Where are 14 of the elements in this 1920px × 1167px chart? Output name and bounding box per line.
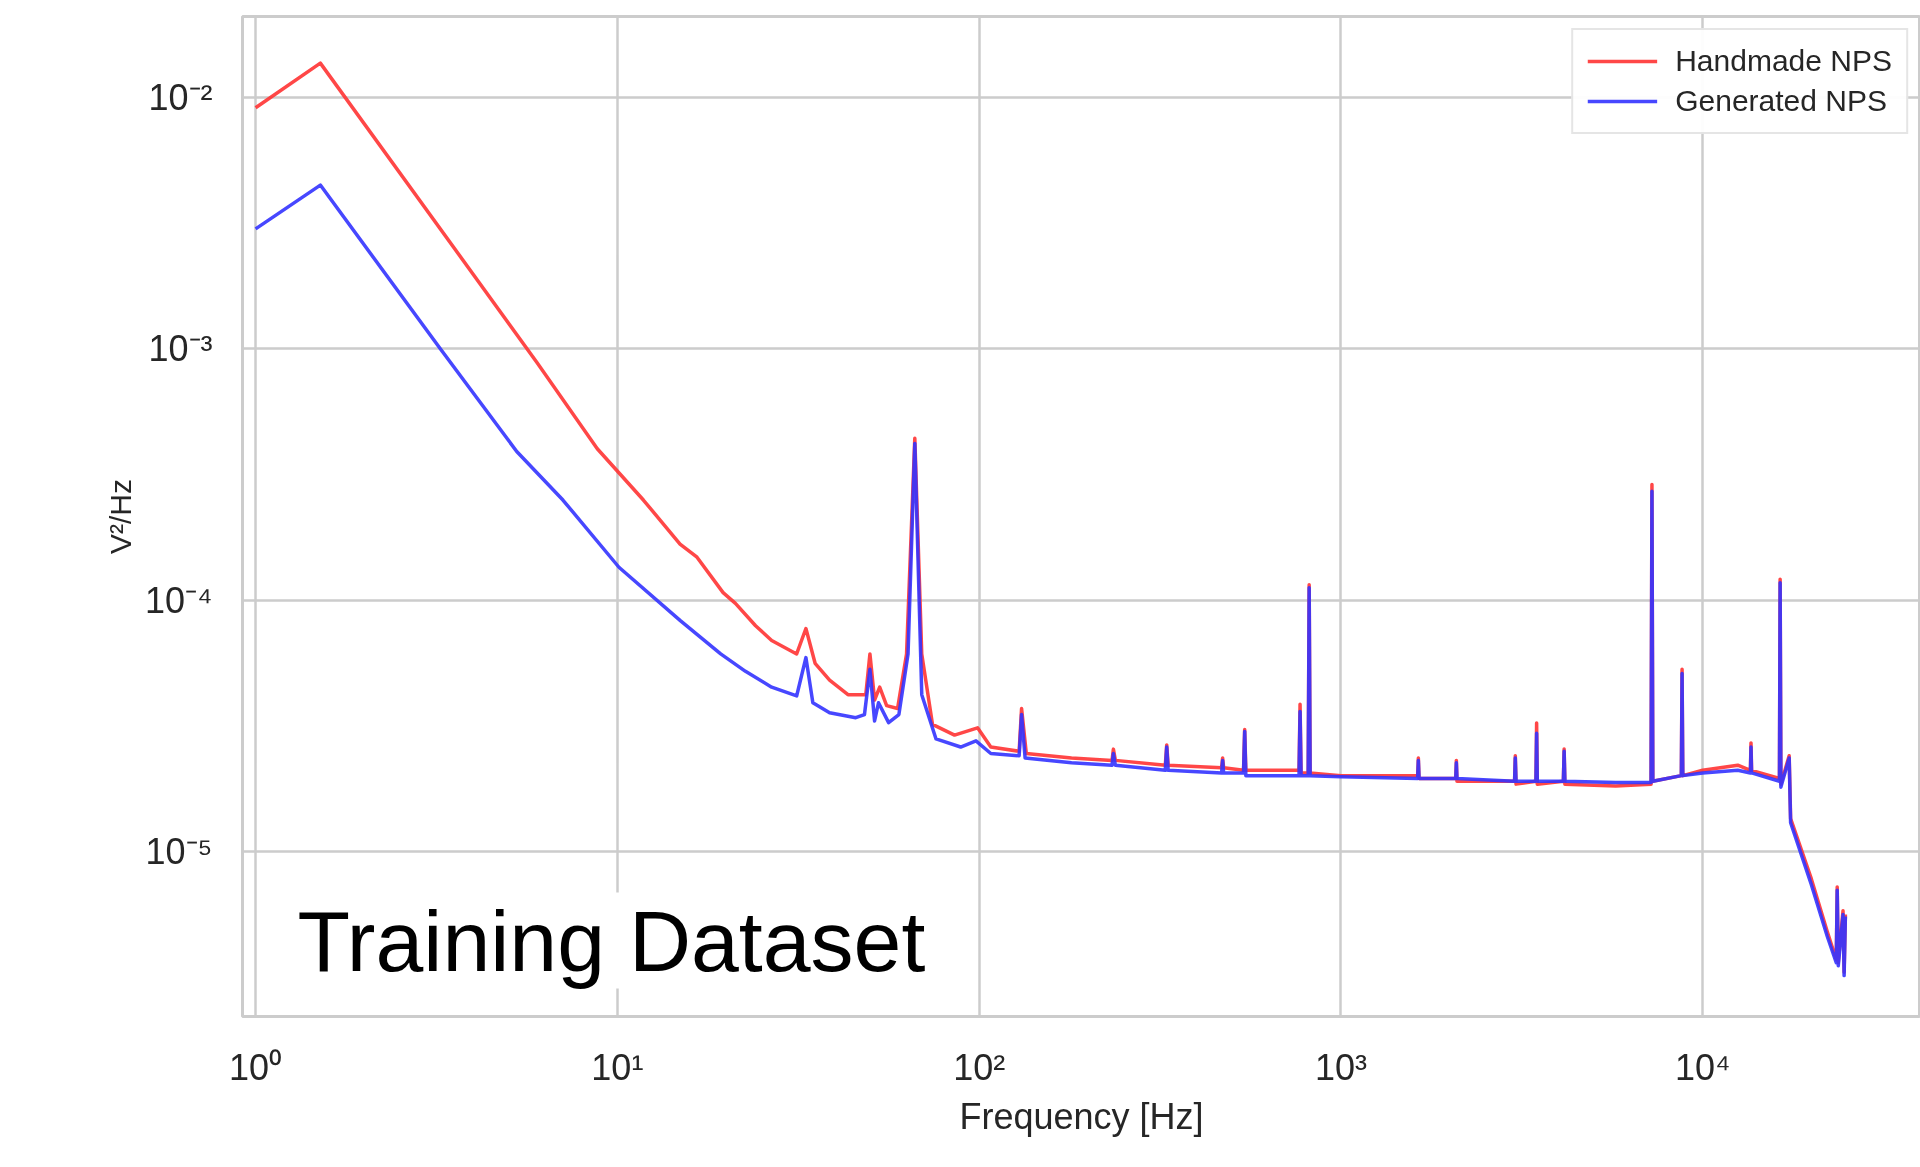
x-tick-label: 10²	[953, 1046, 1006, 1088]
x-tick-label: 10¹	[591, 1046, 644, 1088]
y-axis-title: V²/Hz	[103, 479, 137, 554]
legend-label: Generated NPS	[1675, 84, 1887, 118]
annotation: Training Dataset	[297, 892, 926, 989]
y-tick-label: 10⁻²	[148, 76, 213, 118]
legend-label: Handmade NPS	[1675, 44, 1892, 78]
y-tick-label: 10⁻³	[148, 328, 213, 370]
x-tick-label: 10⁰	[229, 1046, 283, 1088]
x-tick-label: 10³	[1314, 1046, 1367, 1088]
y-tick-label: 10⁻⁵	[145, 830, 213, 872]
x-axis-title: Frequency [Hz]	[959, 1095, 1204, 1137]
x-tick-label: 10⁴	[1674, 1046, 1731, 1088]
y-tick-label: 10⁻⁴	[144, 579, 213, 621]
